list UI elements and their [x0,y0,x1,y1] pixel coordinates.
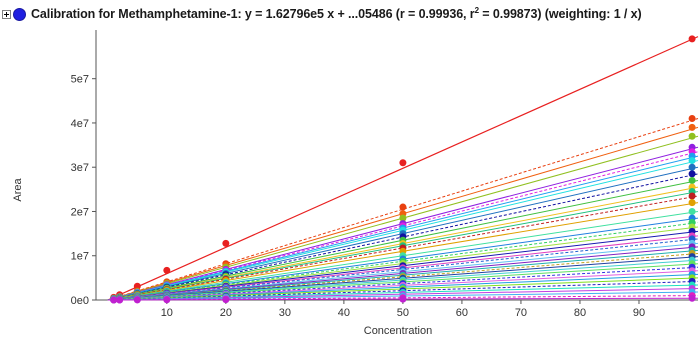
y-tick-label: 2e7 [71,206,89,218]
data-point[interactable] [222,239,230,247]
data-point[interactable] [116,296,124,304]
x-tick-label: 50 [397,307,409,319]
title-sup: 2 [474,6,479,16]
y-tick-label: 5e7 [71,74,89,86]
series-legend-dot-icon [13,7,26,21]
y-tick-label: 4e7 [71,118,89,130]
x-tick-label: 90 [633,307,645,319]
calibration-title: Calibration for Methamphetamine-1: y = 1… [31,6,642,21]
regression-line [107,118,699,301]
data-point[interactable] [110,296,118,304]
y-axis-label: Area [12,178,24,202]
y-tick-label: 0e0 [71,295,89,307]
data-point[interactable] [688,115,696,123]
x-tick-label: 40 [338,307,350,319]
data-point[interactable] [688,199,696,207]
data-point[interactable] [688,157,696,165]
data-point[interactable] [688,207,696,215]
data-point[interactable] [399,159,407,167]
regression-line [107,36,699,301]
regression-line [107,151,699,301]
data-point[interactable] [399,295,407,303]
data-point[interactable] [133,296,141,304]
data-points [110,35,696,304]
x-axis-label: Concentration [364,325,433,337]
x-tick-label: 70 [515,307,527,319]
y-tick-label: 1e7 [71,251,89,263]
data-point[interactable] [688,192,696,200]
title-tail: = 0.99873) (weighting: 1 / x) [478,7,642,22]
expand-toggle-icon[interactable] [2,9,11,19]
data-point[interactable] [399,203,407,211]
data-point[interactable] [399,214,407,222]
data-point[interactable] [163,266,171,274]
title-main: Calibration for Methamphetamine-1: y = 1… [31,7,475,22]
data-point[interactable] [688,176,696,184]
data-point[interactable] [688,35,696,43]
x-tick-label: 80 [574,307,586,319]
data-point[interactable] [688,132,696,140]
data-point[interactable] [688,170,696,178]
x-tick-label: 20 [220,307,232,319]
data-point[interactable] [163,296,171,304]
data-point[interactable] [688,163,696,171]
x-tick-label: 10 [161,307,173,319]
calibration-header: Calibration for Methamphetamine-1: y = 1… [2,6,642,22]
x-tick-label: 60 [456,307,468,319]
data-point[interactable] [688,123,696,131]
x-tick-label: 30 [279,307,291,319]
data-point[interactable] [688,294,696,302]
data-point[interactable] [222,296,230,304]
y-tick-label: 3e7 [71,162,89,174]
